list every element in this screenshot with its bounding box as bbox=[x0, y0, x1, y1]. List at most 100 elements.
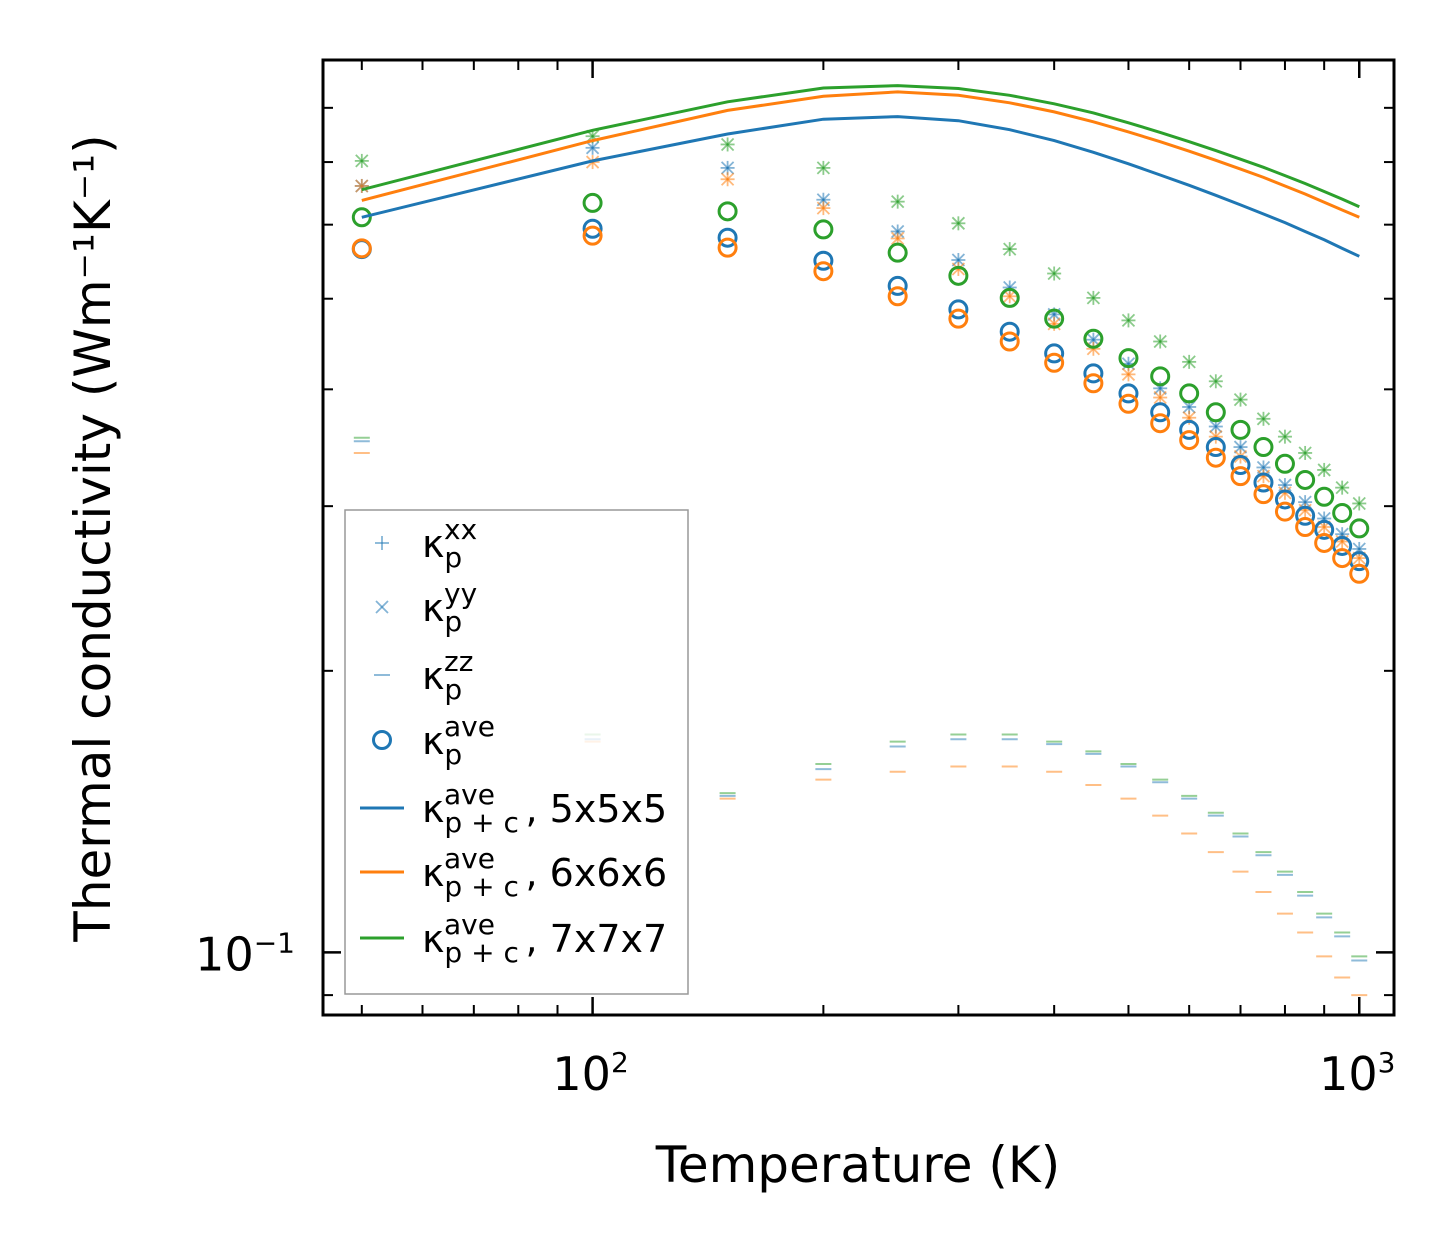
circle-mark bbox=[887, 242, 908, 263]
circle-mark bbox=[1332, 548, 1353, 569]
circle-mark bbox=[1253, 472, 1274, 493]
y-tick-label: 10−1 bbox=[195, 926, 295, 981]
data-point bbox=[1205, 437, 1226, 458]
data-point bbox=[1205, 447, 1226, 468]
data-point bbox=[1044, 308, 1065, 329]
series-line bbox=[361, 90, 1360, 219]
circle-mark bbox=[1044, 343, 1065, 364]
x-mark-b bbox=[1317, 463, 1331, 477]
series-zz bbox=[353, 436, 1368, 958]
circle-mark bbox=[1118, 383, 1139, 404]
circle-mark bbox=[1083, 328, 1104, 349]
x-mark-b bbox=[1278, 430, 1292, 444]
circle-mark bbox=[887, 286, 908, 307]
x-mark-b bbox=[1352, 496, 1366, 511]
x-tick-label: 102 bbox=[552, 1046, 628, 1101]
circle-mark bbox=[351, 207, 372, 228]
x-mark-b bbox=[720, 137, 735, 152]
series-line bbox=[361, 90, 1360, 219]
circle-mark bbox=[1295, 469, 1316, 490]
circle-mark bbox=[1205, 447, 1226, 468]
data-point bbox=[1118, 348, 1139, 369]
data-point bbox=[717, 237, 738, 258]
legend-label: κpzz bbox=[422, 645, 473, 706]
series-layer bbox=[351, 84, 1370, 997]
data-point bbox=[1182, 355, 1196, 369]
data-point bbox=[1298, 446, 1312, 460]
data-point bbox=[1121, 367, 1136, 382]
data-point bbox=[1044, 343, 1065, 364]
legend-label: κp + cave, 7x7x7 bbox=[422, 908, 667, 969]
x-axis-label: Temperature (K) bbox=[655, 1136, 1060, 1194]
x-mark-b bbox=[375, 600, 389, 614]
circle-mark bbox=[1205, 437, 1226, 458]
circle-mark bbox=[717, 237, 738, 258]
legend-label: κp + cave, 5x5x5 bbox=[422, 778, 667, 839]
data-point bbox=[1182, 400, 1196, 414]
x-mark-b bbox=[1298, 446, 1312, 460]
legend-entry: κpyy bbox=[375, 577, 477, 638]
x-mark-b bbox=[1153, 390, 1167, 405]
x-mark-b bbox=[1233, 440, 1248, 454]
circle-mark bbox=[1295, 505, 1316, 526]
legend-label: κpave bbox=[422, 710, 495, 771]
circle-mark bbox=[1253, 484, 1274, 505]
data-point bbox=[1256, 469, 1271, 483]
data-point bbox=[1274, 489, 1295, 510]
data-point bbox=[1274, 453, 1295, 474]
data-point bbox=[351, 238, 372, 259]
circle-mark bbox=[948, 308, 969, 329]
x-mark-b bbox=[891, 195, 905, 209]
data-point bbox=[1003, 242, 1017, 256]
x-mark-b bbox=[355, 179, 369, 193]
x-mark-b bbox=[1278, 486, 1292, 500]
data-point bbox=[887, 286, 908, 307]
circle-mark bbox=[582, 225, 603, 246]
circle-mark bbox=[999, 287, 1020, 308]
circle-mark bbox=[1044, 308, 1065, 329]
circle-mark bbox=[1083, 373, 1104, 394]
circle-mark bbox=[1314, 519, 1335, 540]
circle-mark bbox=[1044, 352, 1065, 373]
circle-mark bbox=[582, 218, 603, 239]
x-mark-b bbox=[720, 161, 735, 175]
x-mark-b bbox=[1233, 392, 1248, 407]
data-point bbox=[1314, 519, 1335, 540]
circle-mark bbox=[1205, 402, 1226, 423]
circle-mark bbox=[1179, 383, 1200, 404]
legend-label: κp + cave, 6x6x6 bbox=[422, 842, 667, 903]
series-line bbox=[361, 84, 1360, 209]
major-ticks bbox=[323, 60, 1394, 1015]
data-point bbox=[891, 195, 905, 209]
x-mark-b bbox=[1209, 374, 1223, 388]
data-point bbox=[1253, 484, 1274, 505]
series-ave bbox=[351, 192, 1370, 539]
data-point bbox=[891, 231, 905, 246]
legend-entry: κpxx bbox=[375, 513, 477, 574]
data-point bbox=[999, 321, 1020, 342]
series-ave bbox=[351, 225, 1370, 584]
x-mark-b bbox=[1003, 242, 1017, 256]
data-point bbox=[355, 154, 369, 168]
circle-mark bbox=[1274, 489, 1295, 510]
plot-frame bbox=[321, 58, 1396, 1017]
x-mark-b bbox=[1298, 503, 1312, 517]
x-mark-b bbox=[816, 201, 831, 215]
data-point bbox=[1332, 502, 1353, 523]
data-point bbox=[1179, 419, 1200, 440]
legend-entry: κp + cave, 7x7x7 bbox=[360, 908, 667, 969]
data-point bbox=[1209, 419, 1223, 434]
data-point bbox=[1230, 466, 1251, 487]
data-point bbox=[813, 250, 834, 271]
x-mark-b bbox=[1121, 313, 1136, 328]
data-point bbox=[720, 172, 735, 186]
data-point bbox=[816, 161, 831, 175]
data-point bbox=[1253, 472, 1274, 493]
x-mark-b bbox=[951, 262, 966, 276]
x-mark-b bbox=[1003, 289, 1017, 303]
data-point bbox=[999, 287, 1020, 308]
data-point bbox=[1047, 266, 1061, 281]
legend-marker bbox=[375, 536, 389, 550]
data-point bbox=[813, 261, 834, 282]
